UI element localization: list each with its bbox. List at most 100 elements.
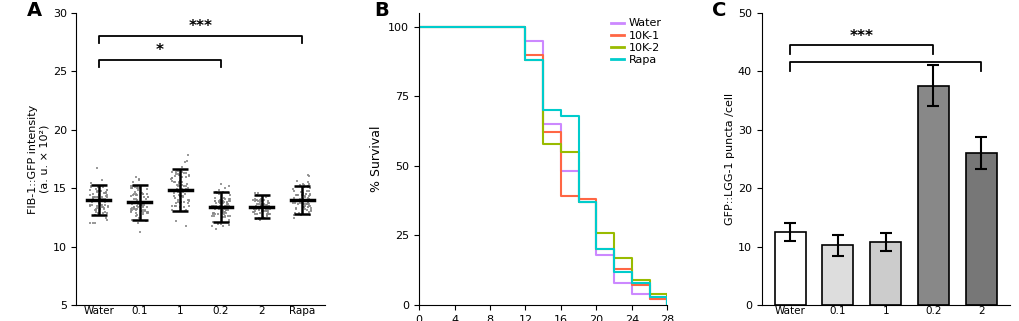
Point [97, 209, 113, 214]
Point [208, 189, 224, 195]
Text: *: * [156, 43, 164, 58]
Point [94, 205, 110, 210]
Point [83, 184, 99, 189]
Point [299, 208, 315, 213]
Point [249, 201, 265, 206]
Point [204, 214, 220, 219]
Point [99, 187, 115, 192]
Point [140, 209, 156, 214]
Point [180, 198, 197, 203]
Point [252, 211, 268, 216]
Point [174, 193, 191, 198]
Point [300, 184, 316, 189]
Point [221, 199, 237, 204]
Point [250, 190, 266, 195]
Point [94, 202, 110, 207]
Point [217, 209, 233, 214]
Point [82, 221, 98, 226]
Point [301, 197, 317, 202]
Point [128, 201, 145, 206]
Point [178, 182, 195, 187]
Point [169, 183, 185, 188]
Point [90, 194, 106, 199]
Point [297, 195, 313, 200]
Point [221, 197, 237, 202]
Point [89, 195, 105, 200]
Point [301, 203, 317, 208]
Point [179, 185, 196, 190]
Point [260, 204, 276, 209]
Point [122, 183, 139, 188]
Point [249, 212, 265, 217]
Point [218, 200, 234, 205]
Point [175, 189, 192, 195]
Point [129, 204, 146, 209]
Point [164, 169, 180, 175]
Point [301, 193, 317, 198]
Point [248, 197, 264, 203]
Point [87, 195, 103, 200]
Point [300, 200, 316, 205]
Point [135, 211, 151, 216]
Point [254, 194, 270, 199]
Point [173, 182, 190, 187]
Legend: Water, 10K-1, 10K-2, Rapa: Water, 10K-1, 10K-2, Rapa [610, 18, 661, 65]
Point [169, 183, 185, 188]
Point [208, 205, 224, 210]
Point [288, 178, 305, 184]
Point [301, 181, 317, 187]
Point [261, 212, 277, 217]
Point [100, 204, 116, 209]
Point [129, 201, 146, 206]
Point [248, 203, 264, 208]
Point [293, 193, 310, 198]
Point [253, 198, 269, 203]
Point [124, 217, 141, 222]
Point [288, 197, 305, 202]
Point [256, 202, 272, 207]
Point [173, 193, 190, 198]
Point [90, 210, 106, 215]
Point [98, 194, 114, 199]
Point [89, 205, 105, 211]
Point [301, 189, 317, 194]
Point [91, 201, 107, 206]
Point [249, 193, 265, 198]
Point [219, 202, 235, 207]
Text: B: B [374, 1, 388, 20]
Point [288, 193, 305, 198]
Point [86, 196, 102, 202]
Point [250, 198, 266, 203]
Point [221, 197, 237, 202]
Point [300, 180, 316, 185]
Point [207, 206, 223, 211]
Point [259, 212, 275, 217]
Point [251, 202, 267, 207]
Point [139, 209, 155, 214]
Point [163, 176, 179, 181]
Point [179, 159, 196, 164]
Y-axis label: GFP::LGG-1 puncta /cell: GFP::LGG-1 puncta /cell [725, 93, 735, 225]
Point [220, 184, 236, 189]
Point [140, 194, 156, 199]
Point [98, 190, 114, 195]
Point [218, 210, 234, 215]
Point [94, 178, 110, 183]
Point [131, 216, 148, 221]
Point [128, 193, 145, 198]
Bar [869, 242, 901, 305]
Point [258, 207, 274, 212]
Point [164, 178, 180, 183]
Point [214, 199, 230, 204]
Point [248, 206, 264, 212]
Point [216, 199, 232, 204]
Point [87, 220, 103, 225]
Point [217, 215, 233, 220]
Text: C: C [711, 1, 726, 20]
Point [89, 190, 105, 195]
Point [124, 185, 141, 190]
Bar [774, 232, 805, 305]
Point [212, 199, 228, 204]
Point [259, 200, 275, 205]
Point [136, 195, 152, 200]
